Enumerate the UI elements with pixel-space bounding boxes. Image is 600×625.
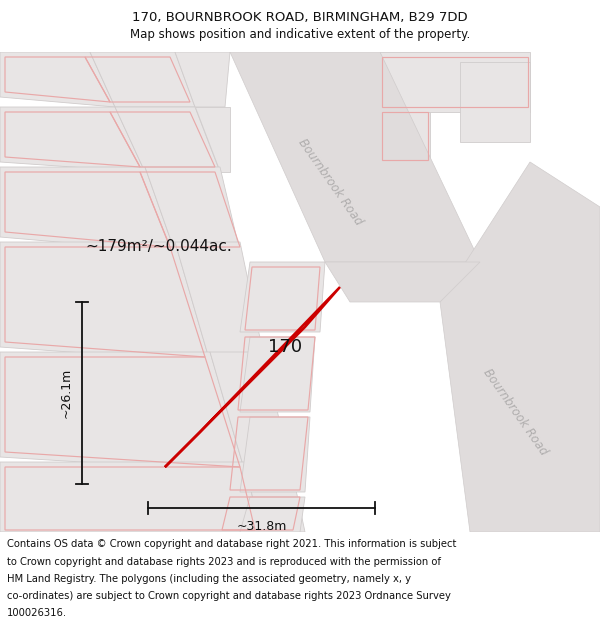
Polygon shape [240, 417, 310, 492]
Polygon shape [460, 62, 530, 142]
Polygon shape [175, 52, 230, 107]
Text: ~31.8m: ~31.8m [236, 519, 287, 532]
Text: 170, BOURNBROOK ROAD, BIRMINGHAM, B29 7DD: 170, BOURNBROOK ROAD, BIRMINGHAM, B29 7D… [132, 11, 468, 24]
Text: Map shows position and indicative extent of the property.: Map shows position and indicative extent… [130, 28, 470, 41]
Polygon shape [195, 107, 230, 172]
Polygon shape [0, 107, 145, 172]
Polygon shape [175, 242, 265, 362]
Polygon shape [245, 462, 305, 532]
Polygon shape [240, 497, 305, 532]
Text: Contains OS data © Crown copyright and database right 2021. This information is : Contains OS data © Crown copyright and d… [7, 539, 457, 549]
Text: co-ordinates) are subject to Crown copyright and database rights 2023 Ordnance S: co-ordinates) are subject to Crown copyr… [7, 591, 451, 601]
Text: ~179m²/~0.044ac.: ~179m²/~0.044ac. [85, 239, 232, 254]
Text: HM Land Registry. The polygons (including the associated geometry, namely x, y: HM Land Registry. The polygons (includin… [7, 574, 411, 584]
Text: 170: 170 [268, 338, 302, 356]
Text: 100026316.: 100026316. [7, 608, 67, 618]
Text: Bournbrook Road: Bournbrook Road [295, 136, 365, 228]
Polygon shape [115, 107, 220, 172]
Polygon shape [0, 352, 245, 472]
Polygon shape [240, 262, 325, 332]
Text: Bournbrook Road: Bournbrook Road [480, 366, 550, 458]
Text: ~26.1m: ~26.1m [59, 368, 73, 418]
Polygon shape [440, 162, 600, 532]
Polygon shape [0, 242, 210, 362]
Polygon shape [165, 287, 340, 467]
Polygon shape [355, 52, 410, 162]
Polygon shape [90, 52, 195, 107]
Polygon shape [210, 352, 290, 472]
Polygon shape [230, 52, 480, 262]
Polygon shape [325, 262, 480, 302]
Polygon shape [380, 112, 430, 162]
Polygon shape [145, 167, 240, 252]
Polygon shape [0, 52, 115, 107]
Text: to Crown copyright and database rights 2023 and is reproduced with the permissio: to Crown copyright and database rights 2… [7, 557, 441, 567]
Polygon shape [0, 462, 260, 532]
Polygon shape [240, 337, 315, 412]
Polygon shape [0, 167, 175, 252]
Polygon shape [380, 52, 530, 112]
